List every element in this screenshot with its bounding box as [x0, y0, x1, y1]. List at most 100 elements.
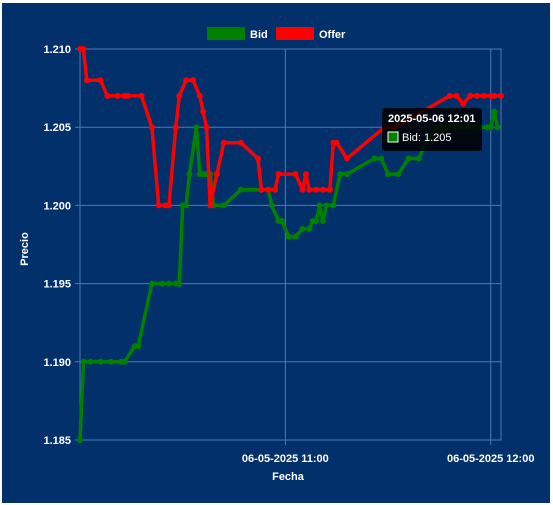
legend-item-offer[interactable]: Offer: [276, 27, 346, 41]
offer-point[interactable]: [320, 186, 326, 193]
y-tick-label: 1.210: [43, 44, 71, 56]
bid-point[interactable]: [186, 171, 193, 178]
offer-point[interactable]: [480, 92, 487, 99]
price-line-chart: 1.185 1.190 1.195 1.200 1.205 1.210 06-05-202…: [19, 27, 535, 483]
offer-point[interactable]: [292, 171, 299, 178]
legend-item-bid[interactable]: Bid: [207, 27, 268, 41]
bid-point[interactable]: [176, 280, 183, 287]
bid-point[interactable]: [415, 155, 422, 162]
offer-point[interactable]: [265, 186, 272, 193]
offer-point[interactable]: [203, 124, 210, 131]
offer-point[interactable]: [176, 92, 183, 99]
bid-point[interactable]: [148, 280, 155, 287]
offer-point[interactable]: [275, 171, 282, 178]
offer-point[interactable]: [460, 100, 467, 107]
offer-point[interactable]: [172, 124, 179, 131]
bid-point[interactable]: [268, 202, 275, 209]
bid-point[interactable]: [183, 202, 190, 209]
offer-point[interactable]: [344, 155, 350, 162]
offer-point[interactable]: [138, 92, 145, 99]
offer-point[interactable]: [302, 171, 309, 178]
offer-point[interactable]: [333, 139, 340, 146]
offer-point[interactable]: [213, 171, 220, 178]
offer-point[interactable]: [155, 202, 162, 209]
bid-point[interactable]: [135, 343, 142, 350]
offer-point[interactable]: [114, 92, 121, 99]
bid-point[interactable]: [299, 225, 306, 232]
offer-point[interactable]: [491, 92, 498, 99]
bid-point[interactable]: [77, 437, 83, 443]
y-axis-title: Precio: [19, 232, 31, 266]
bid-point[interactable]: [87, 358, 94, 365]
bid-point[interactable]: [80, 358, 87, 365]
offer-point[interactable]: [498, 92, 504, 99]
offer-point[interactable]: [148, 124, 155, 131]
offer-point[interactable]: [183, 77, 190, 84]
y-tick-label: 1.200: [43, 200, 71, 212]
y-axis-ticks: 1.185 1.190 1.195 1.200 1.205 1.210: [43, 44, 71, 447]
offer-point[interactable]: [220, 139, 227, 146]
tooltip: 2025-05-06 12:01 Bid: 1.205: [382, 108, 482, 151]
offer-point[interactable]: [272, 186, 279, 193]
bid-point[interactable]: [159, 280, 166, 287]
offer-point[interactable]: [474, 92, 480, 99]
offer-point[interactable]: [200, 108, 207, 115]
offer-point[interactable]: [97, 77, 104, 84]
offer-point[interactable]: [196, 92, 203, 99]
bid-point[interactable]: [405, 155, 412, 162]
offer-point[interactable]: [326, 186, 333, 193]
bid-point[interactable]: [313, 218, 320, 224]
bid-point[interactable]: [378, 155, 385, 162]
offer-point[interactable]: [306, 186, 313, 193]
x-axis-ticks: 06-05-2025 11:00 06-05-2025 12:00: [242, 453, 535, 465]
bid-point[interactable]: [121, 358, 128, 365]
bid-point[interactable]: [395, 171, 402, 178]
offer-point[interactable]: [446, 92, 453, 99]
bid-point[interactable]: [316, 202, 323, 209]
offer-point[interactable]: [166, 202, 172, 209]
bid-point[interactable]: [306, 225, 313, 232]
bid-point[interactable]: [107, 358, 114, 365]
bid-point[interactable]: [193, 124, 200, 131]
bid-point[interactable]: [494, 124, 501, 131]
offer-point[interactable]: [299, 186, 306, 193]
offer-point[interactable]: [104, 92, 111, 99]
bid-point[interactable]: [220, 202, 227, 209]
bid-point[interactable]: [323, 202, 330, 209]
offer-point[interactable]: [313, 186, 320, 193]
bid-point[interactable]: [166, 280, 172, 287]
legend-label-offer: Offer: [319, 29, 346, 41]
tooltip-box: [382, 108, 482, 151]
bid-point[interactable]: [491, 108, 498, 115]
offer-point[interactable]: [237, 139, 244, 146]
offer-point[interactable]: [190, 77, 196, 84]
bid-point[interactable]: [337, 171, 344, 178]
legend-swatch-offer: [276, 27, 314, 40]
bid-point[interactable]: [237, 186, 244, 193]
bid-point[interactable]: [292, 233, 299, 240]
bid-point[interactable]: [285, 233, 292, 240]
tooltip-value: Bid: 1.205: [402, 132, 452, 144]
series-lines: [77, 46, 504, 443]
offer-point[interactable]: [80, 46, 87, 52]
bid-point[interactable]: [385, 171, 391, 178]
bid-point[interactable]: [330, 202, 337, 209]
bid-point[interactable]: [278, 218, 285, 224]
offer-point[interactable]: [255, 155, 261, 162]
bid-point[interactable]: [371, 155, 378, 162]
series-bid: [77, 108, 501, 443]
bid-point[interactable]: [487, 124, 494, 131]
bid-point[interactable]: [344, 171, 350, 178]
y-tick-label: 1.185: [43, 435, 71, 447]
offer-point[interactable]: [453, 92, 460, 99]
bid-point[interactable]: [97, 358, 104, 365]
offer-point[interactable]: [83, 77, 90, 84]
offer-point[interactable]: [467, 92, 474, 99]
offer-point[interactable]: [124, 92, 131, 99]
offer-point[interactable]: [207, 202, 214, 209]
bid-point[interactable]: [320, 218, 326, 224]
y-tick-label: 1.190: [43, 357, 71, 369]
offer-point[interactable]: [258, 186, 265, 193]
legend[interactable]: Bid Offer: [207, 27, 346, 41]
legend-label-bid: Bid: [250, 29, 268, 41]
